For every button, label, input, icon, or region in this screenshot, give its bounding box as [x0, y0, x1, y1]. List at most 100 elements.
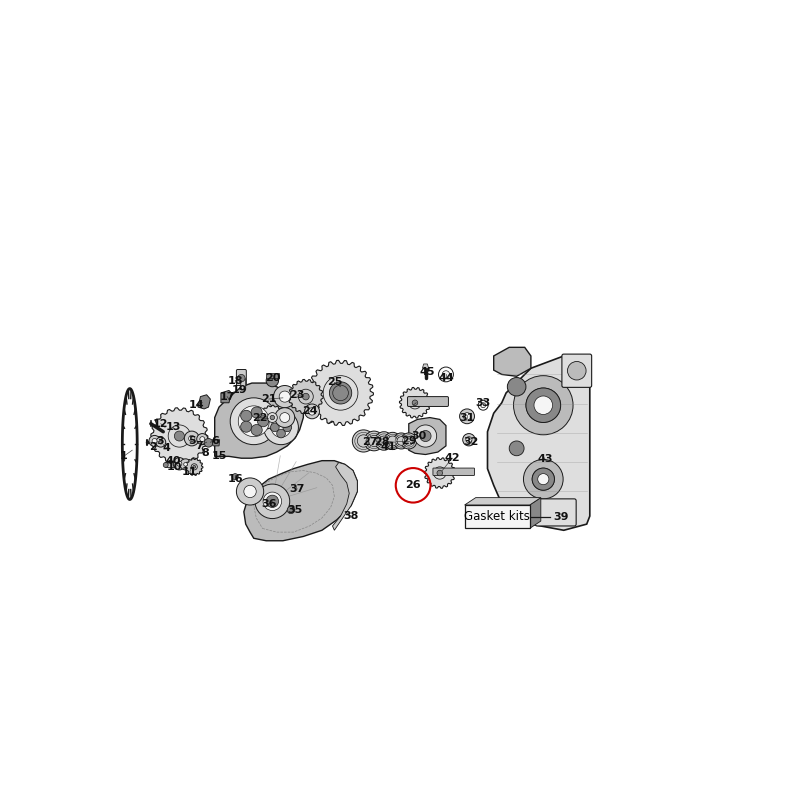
Circle shape — [466, 437, 472, 443]
Circle shape — [352, 430, 374, 452]
Circle shape — [437, 470, 442, 476]
Text: 42: 42 — [444, 454, 460, 463]
Ellipse shape — [277, 417, 286, 426]
Text: 7: 7 — [195, 441, 203, 451]
FancyBboxPatch shape — [241, 378, 246, 390]
Circle shape — [333, 385, 348, 401]
Ellipse shape — [258, 416, 269, 426]
Circle shape — [302, 394, 309, 400]
Bar — [266, 373, 278, 378]
Circle shape — [168, 425, 190, 447]
Circle shape — [173, 458, 186, 470]
Text: 16: 16 — [227, 474, 243, 484]
Circle shape — [510, 441, 524, 456]
Text: 28: 28 — [374, 437, 390, 447]
Text: 18: 18 — [227, 375, 243, 386]
Ellipse shape — [251, 425, 262, 435]
Circle shape — [156, 438, 166, 447]
Circle shape — [184, 462, 187, 466]
Text: 33: 33 — [475, 398, 490, 408]
Circle shape — [152, 438, 157, 443]
Text: 27: 27 — [362, 437, 378, 447]
Polygon shape — [422, 364, 429, 368]
Polygon shape — [198, 394, 210, 409]
Circle shape — [567, 362, 586, 380]
Circle shape — [255, 484, 290, 518]
Circle shape — [305, 404, 319, 418]
Circle shape — [267, 413, 278, 422]
Text: 43: 43 — [538, 454, 553, 465]
Circle shape — [330, 382, 352, 404]
Text: 23: 23 — [290, 390, 305, 400]
Polygon shape — [221, 390, 231, 402]
Bar — [465, 505, 530, 529]
Circle shape — [238, 406, 270, 437]
Text: 24: 24 — [302, 406, 318, 416]
Text: 15: 15 — [211, 451, 226, 462]
Circle shape — [184, 431, 199, 446]
Polygon shape — [328, 368, 358, 424]
Text: 45: 45 — [420, 367, 435, 377]
Polygon shape — [308, 360, 374, 426]
Polygon shape — [424, 458, 455, 488]
Circle shape — [526, 388, 561, 422]
Circle shape — [189, 435, 195, 442]
Circle shape — [405, 437, 413, 446]
Text: 39: 39 — [554, 512, 569, 522]
Circle shape — [279, 391, 290, 402]
Circle shape — [481, 402, 486, 408]
Text: 8: 8 — [202, 448, 210, 458]
Text: 11: 11 — [182, 466, 198, 477]
Circle shape — [274, 386, 296, 408]
Circle shape — [266, 495, 278, 507]
Text: 17: 17 — [219, 392, 235, 402]
Circle shape — [287, 506, 294, 514]
Text: 31: 31 — [459, 413, 474, 422]
Circle shape — [263, 492, 282, 510]
Circle shape — [237, 478, 264, 505]
Circle shape — [323, 376, 358, 410]
Circle shape — [270, 415, 274, 420]
Text: 40: 40 — [166, 456, 181, 466]
Circle shape — [463, 413, 470, 420]
Circle shape — [507, 378, 526, 396]
FancyBboxPatch shape — [535, 499, 576, 526]
Circle shape — [538, 474, 549, 485]
Text: 37: 37 — [290, 484, 305, 494]
Circle shape — [308, 408, 316, 415]
Circle shape — [412, 400, 418, 406]
Polygon shape — [186, 458, 203, 475]
Text: 10: 10 — [166, 462, 182, 472]
Polygon shape — [260, 406, 285, 430]
Text: 30: 30 — [412, 431, 427, 441]
FancyBboxPatch shape — [433, 468, 474, 475]
Circle shape — [159, 440, 162, 444]
Circle shape — [193, 466, 196, 468]
FancyBboxPatch shape — [237, 370, 246, 386]
FancyBboxPatch shape — [562, 354, 592, 387]
Circle shape — [442, 370, 450, 378]
Circle shape — [409, 397, 421, 409]
Circle shape — [434, 467, 446, 479]
Circle shape — [197, 434, 208, 445]
Circle shape — [374, 432, 394, 450]
Circle shape — [534, 396, 553, 414]
Text: 12: 12 — [153, 418, 169, 429]
Circle shape — [364, 431, 384, 451]
Circle shape — [177, 462, 182, 466]
Circle shape — [414, 425, 437, 447]
Text: 26: 26 — [406, 480, 421, 490]
Text: 21: 21 — [261, 394, 276, 404]
Polygon shape — [214, 383, 303, 458]
Circle shape — [369, 435, 380, 446]
FancyBboxPatch shape — [165, 462, 178, 467]
Circle shape — [174, 431, 184, 441]
Text: 19: 19 — [232, 385, 247, 395]
Circle shape — [358, 434, 370, 447]
Circle shape — [149, 435, 160, 446]
Circle shape — [163, 462, 168, 467]
Text: 3: 3 — [156, 436, 164, 446]
Text: 36: 36 — [261, 498, 276, 509]
Polygon shape — [494, 347, 531, 376]
Circle shape — [462, 434, 475, 446]
